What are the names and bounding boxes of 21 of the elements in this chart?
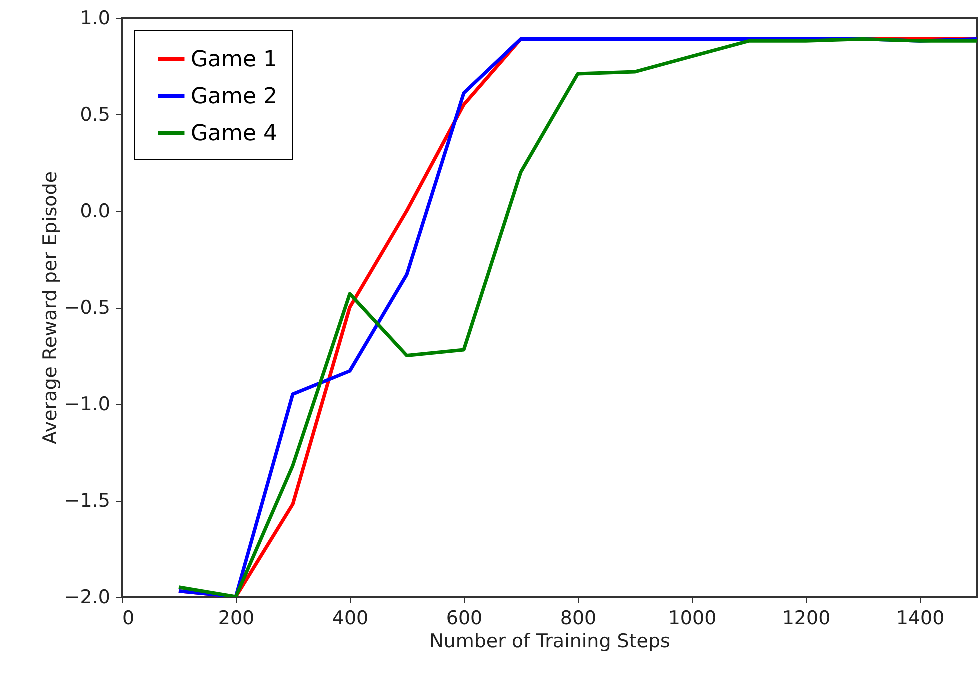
x-tick-label: 600 bbox=[446, 608, 483, 630]
x-tick-label: 400 bbox=[332, 608, 369, 630]
y-tick-label: 1.0 bbox=[80, 8, 110, 30]
x-tick-label: 1000 bbox=[668, 608, 717, 630]
legend-label: Game 2 bbox=[191, 84, 278, 110]
y-tick-label: −0.5 bbox=[64, 297, 110, 319]
x-tick-label: 1400 bbox=[896, 608, 945, 630]
y-tick-label: 0.5 bbox=[80, 104, 110, 126]
legend-label: Game 1 bbox=[191, 48, 278, 72]
y-tick-label: −1.5 bbox=[64, 490, 110, 512]
x-axis-title: Number of Training Steps bbox=[430, 630, 670, 652]
x-tick-label: 800 bbox=[560, 608, 597, 630]
y-axis-title: Average Reward per Episode bbox=[39, 171, 62, 445]
x-tick-label: 0 bbox=[122, 608, 135, 630]
y-tick-label: 0.0 bbox=[80, 200, 110, 222]
x-tick-label: 1200 bbox=[782, 608, 831, 630]
legend-label: Game 4 bbox=[191, 122, 278, 146]
y-tick-label: −2.0 bbox=[64, 586, 110, 608]
x-tick-label: 200 bbox=[218, 608, 255, 630]
y-tick-label: −1.0 bbox=[64, 394, 110, 416]
line-series bbox=[177, 37, 977, 597]
